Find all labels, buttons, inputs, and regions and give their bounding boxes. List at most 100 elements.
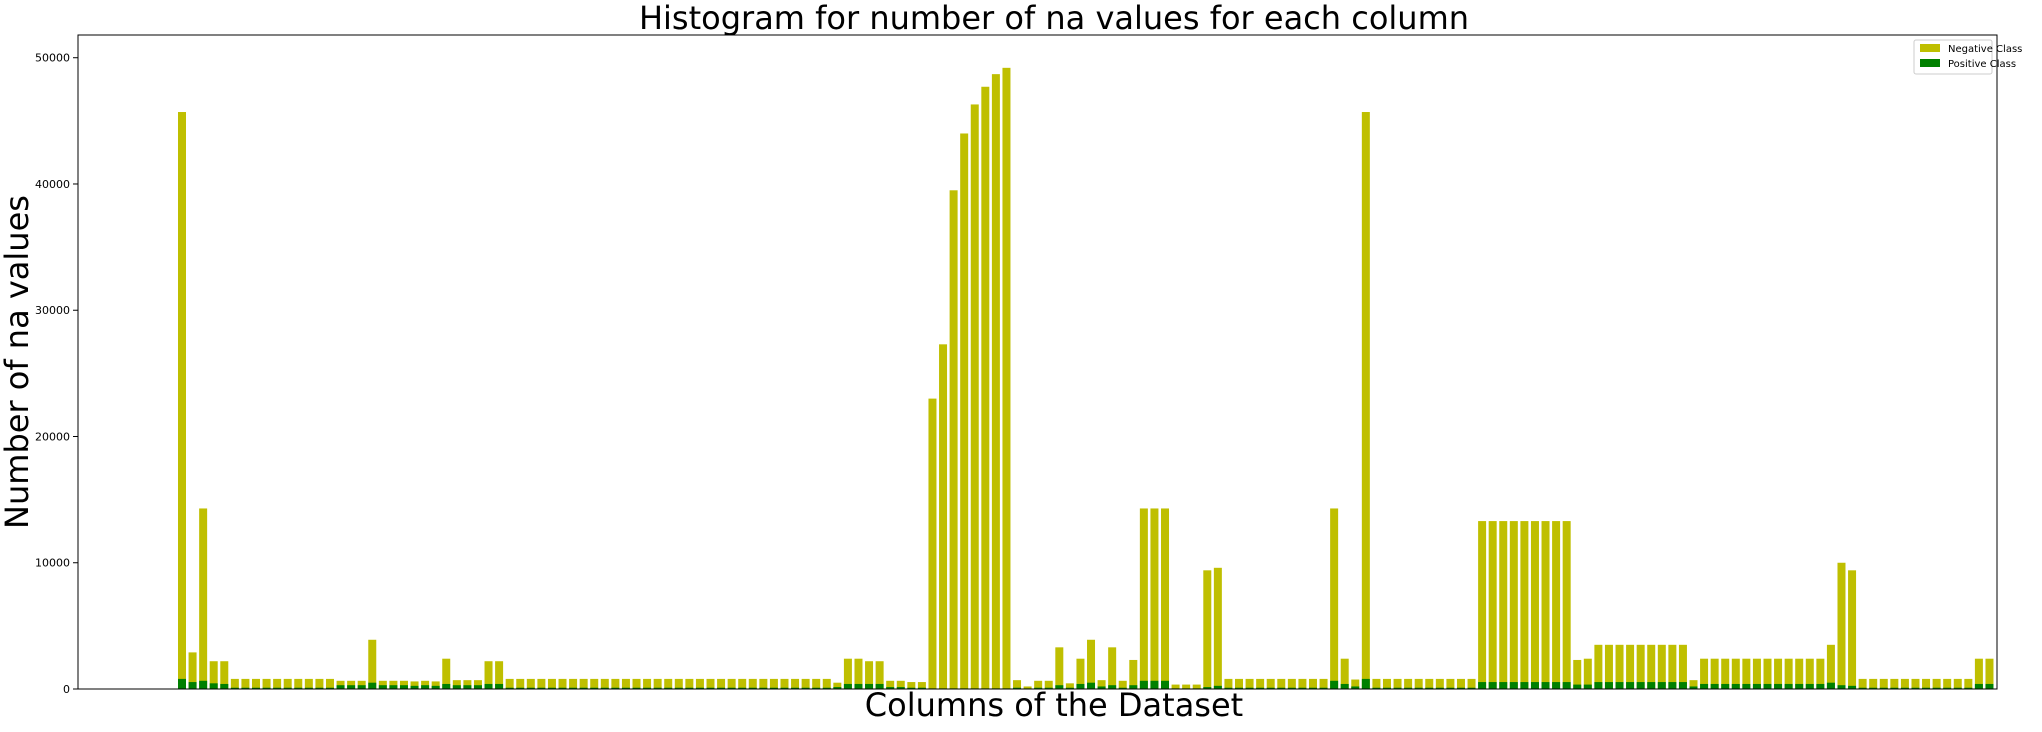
bar-positive-class: [706, 687, 715, 689]
bar-negative-class: [1404, 678, 1413, 689]
bar-negative-class: [1203, 570, 1212, 689]
bar-negative-class: [643, 678, 652, 689]
bar-negative-class: [1023, 686, 1032, 689]
bar-negative-class: [1604, 644, 1613, 689]
bar-positive-class: [664, 687, 673, 689]
bar-positive-class: [188, 682, 197, 689]
bar-negative-class: [1530, 521, 1539, 689]
bar-positive-class: [1266, 687, 1275, 689]
bar-negative-class: [1731, 658, 1740, 689]
bar-negative-class: [1700, 658, 1709, 689]
bar-negative-class: [917, 682, 926, 689]
bar-positive-class: [1900, 687, 1909, 689]
bar-negative-class: [1816, 658, 1825, 689]
bar-negative-class: [410, 681, 419, 689]
bar-negative-class: [1266, 678, 1275, 689]
bar-negative-class: [854, 658, 863, 689]
bar-negative-class: [717, 678, 726, 689]
bar-positive-class: [230, 687, 239, 689]
bar-negative-class: [378, 680, 387, 689]
bar-negative-class: [896, 680, 905, 689]
bar-positive-class: [1034, 687, 1043, 689]
bar-negative-class: [653, 678, 662, 689]
bar-positive-class: [1890, 687, 1899, 689]
bar-negative-class: [1974, 658, 1983, 689]
bar-positive-class: [547, 687, 556, 689]
bar-negative-class: [347, 680, 356, 689]
bar-positive-class: [1456, 687, 1465, 689]
bar-negative-class: [389, 680, 398, 689]
bar-negative-class: [727, 678, 736, 689]
legend-swatch-positive: [1920, 59, 1940, 67]
bar-positive-class: [1795, 683, 1804, 689]
bar-positive-class: [1129, 685, 1138, 689]
bar-negative-class: [1361, 112, 1370, 689]
bar-negative-class: [1224, 678, 1233, 689]
bar-negative-class: [262, 678, 271, 689]
bar-positive-class: [1964, 687, 1973, 689]
bar-negative-class: [1858, 678, 1867, 689]
bar-negative-class: [664, 678, 673, 689]
bar-negative-class: [1414, 678, 1423, 689]
bar-positive-class: [1626, 682, 1635, 689]
bar-positive-class: [1816, 683, 1825, 689]
bar-positive-class: [886, 687, 895, 689]
bar-negative-class: [738, 678, 747, 689]
bar-negative-class: [875, 661, 884, 689]
bar-negative-class: [199, 508, 208, 689]
bar-negative-class: [273, 678, 282, 689]
y-tick-label: 10000: [35, 557, 70, 570]
y-tick-label: 40000: [35, 178, 70, 191]
bar-negative-class: [981, 86, 990, 689]
bar-negative-class: [822, 678, 831, 689]
bar-negative-class: [526, 678, 535, 689]
bar-negative-class: [1055, 647, 1064, 689]
bar-negative-class: [1087, 639, 1096, 689]
bar-positive-class: [1604, 682, 1613, 689]
bar-positive-class: [843, 683, 852, 689]
bar-negative-class: [1161, 508, 1170, 689]
bar-negative-class: [1182, 684, 1191, 689]
bar-negative-class: [991, 74, 1000, 689]
bar-negative-class: [1615, 644, 1624, 689]
bar-negative-class: [1657, 644, 1666, 689]
bar-positive-class: [674, 687, 683, 689]
bar-negative-class: [1002, 67, 1011, 689]
bar-negative-class: [442, 658, 451, 689]
bar-positive-class: [1752, 683, 1761, 689]
bar-negative-class: [674, 678, 683, 689]
bar-negative-class: [230, 678, 239, 689]
bar-negative-class: [886, 680, 895, 689]
bar-negative-class: [791, 678, 800, 689]
bar-positive-class: [1678, 682, 1687, 689]
bar-negative-class: [1076, 658, 1085, 689]
bar-negative-class: [368, 639, 377, 689]
bar-positive-class: [791, 687, 800, 689]
bar-positive-class: [283, 687, 292, 689]
bar-positive-class: [759, 687, 768, 689]
bar-negative-class: [695, 678, 704, 689]
bar-positive-class: [1784, 683, 1793, 689]
bar-positive-class: [1478, 682, 1487, 689]
bar-positive-class: [357, 685, 366, 689]
bar-positive-class: [368, 682, 377, 689]
bar-negative-class: [812, 678, 821, 689]
bar-positive-class: [1869, 687, 1878, 689]
bar-positive-class: [1974, 683, 1983, 689]
bar-positive-class: [1287, 687, 1296, 689]
bar-positive-class: [854, 683, 863, 689]
bar-negative-class: [399, 680, 408, 689]
bar-positive-class: [653, 687, 662, 689]
bar-positive-class: [780, 687, 789, 689]
bar-positive-class: [526, 687, 535, 689]
bar-negative-class: [1256, 678, 1265, 689]
bar-negative-class: [1467, 678, 1476, 689]
bar-negative-class: [1837, 562, 1846, 689]
bar-positive-class: [801, 687, 810, 689]
bar-negative-class: [1826, 644, 1835, 689]
bar-negative-class: [1922, 678, 1931, 689]
bar-positive-class: [643, 687, 652, 689]
bar-negative-class: [1943, 678, 1952, 689]
bar-negative-class: [949, 190, 958, 690]
